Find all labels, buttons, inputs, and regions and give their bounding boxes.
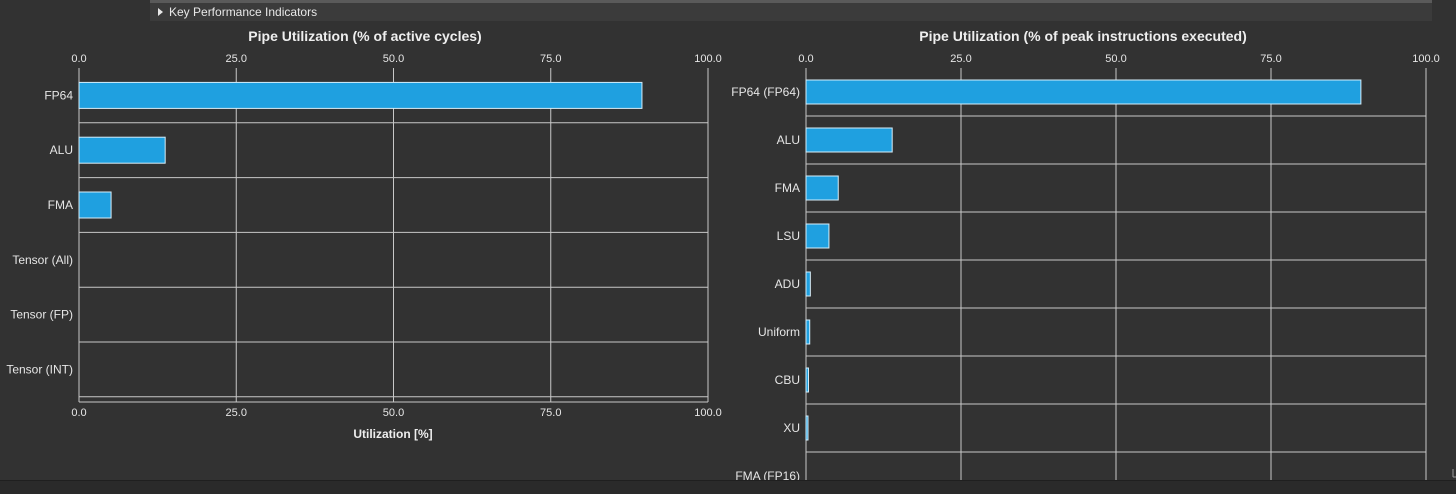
y-category-label: Tensor (INT)	[6, 362, 73, 376]
y-category-label: FMA	[775, 181, 800, 195]
y-category-label: LSU	[777, 229, 800, 243]
y-category-label: FMA (FP16)	[735, 469, 800, 480]
x-tick-label-bottom: 0.0	[71, 407, 86, 419]
x-tick-label-top: 0.0	[798, 53, 813, 65]
section-top-border	[150, 0, 1432, 3]
expand-arrow-icon[interactable]	[158, 8, 163, 16]
x-axis-label: Utilization [%]	[353, 427, 432, 441]
section-title: Key Performance Indicators	[169, 5, 318, 19]
x-tick-label-bottom: 100.0	[694, 407, 722, 419]
x-tick-label-top: 100.0	[694, 53, 722, 65]
x-tick-label-bottom: 25.0	[226, 407, 247, 419]
bar	[805, 319, 811, 345]
bar	[78, 191, 112, 219]
x-tick-label-top: 50.0	[1105, 53, 1126, 65]
x-tick-label-top: 25.0	[950, 53, 971, 65]
chart-active-cycles: Pipe Utilization (% of active cycles) Ut…	[6, 28, 722, 441]
section-header-kpi[interactable]: Key Performance Indicators	[150, 3, 1432, 21]
bar	[805, 175, 839, 201]
x-tick-label-top: 50.0	[383, 53, 404, 65]
y-category-label: Uniform	[758, 325, 800, 339]
x-tick-label-bottom: 50.0	[383, 407, 404, 419]
y-category-label: XU	[783, 421, 800, 435]
x-tick-label-top: 75.0	[540, 53, 561, 65]
bar	[805, 271, 811, 297]
y-category-label: FP64	[44, 88, 73, 102]
bar	[805, 127, 893, 153]
y-category-label: FMA	[48, 198, 73, 212]
bar	[805, 79, 1362, 105]
y-category-label: CBU	[775, 373, 800, 387]
chart-title: Pipe Utilization (% of active cycles)	[248, 28, 481, 44]
chart-title: Pipe Utilization (% of peak instructions…	[919, 28, 1247, 44]
x-tick-label-top: 75.0	[1260, 53, 1281, 65]
horizontal-scrollbar[interactable]	[0, 480, 1456, 494]
y-category-label: Tensor (All)	[12, 253, 73, 267]
bar	[78, 136, 166, 164]
bar	[78, 81, 643, 109]
y-category-label: Tensor (FP)	[10, 308, 73, 322]
y-category-label: FP64 (FP64)	[731, 85, 800, 99]
y-category-label: ALU	[777, 133, 800, 147]
bar	[805, 415, 809, 441]
bar	[805, 367, 809, 393]
x-tick-label-bottom: 75.0	[540, 407, 561, 419]
bar	[805, 223, 830, 249]
y-category-label: ADU	[775, 277, 800, 291]
x-tick-label-top: 100.0	[1412, 53, 1440, 65]
x-tick-label-top: 25.0	[226, 53, 247, 65]
chart-peak-instructions: Pipe Utilization (% of peak instructions…	[731, 28, 1440, 480]
y-category-label: ALU	[50, 143, 73, 157]
scroll-corner	[1449, 466, 1456, 480]
x-tick-label-top: 0.0	[71, 53, 86, 65]
